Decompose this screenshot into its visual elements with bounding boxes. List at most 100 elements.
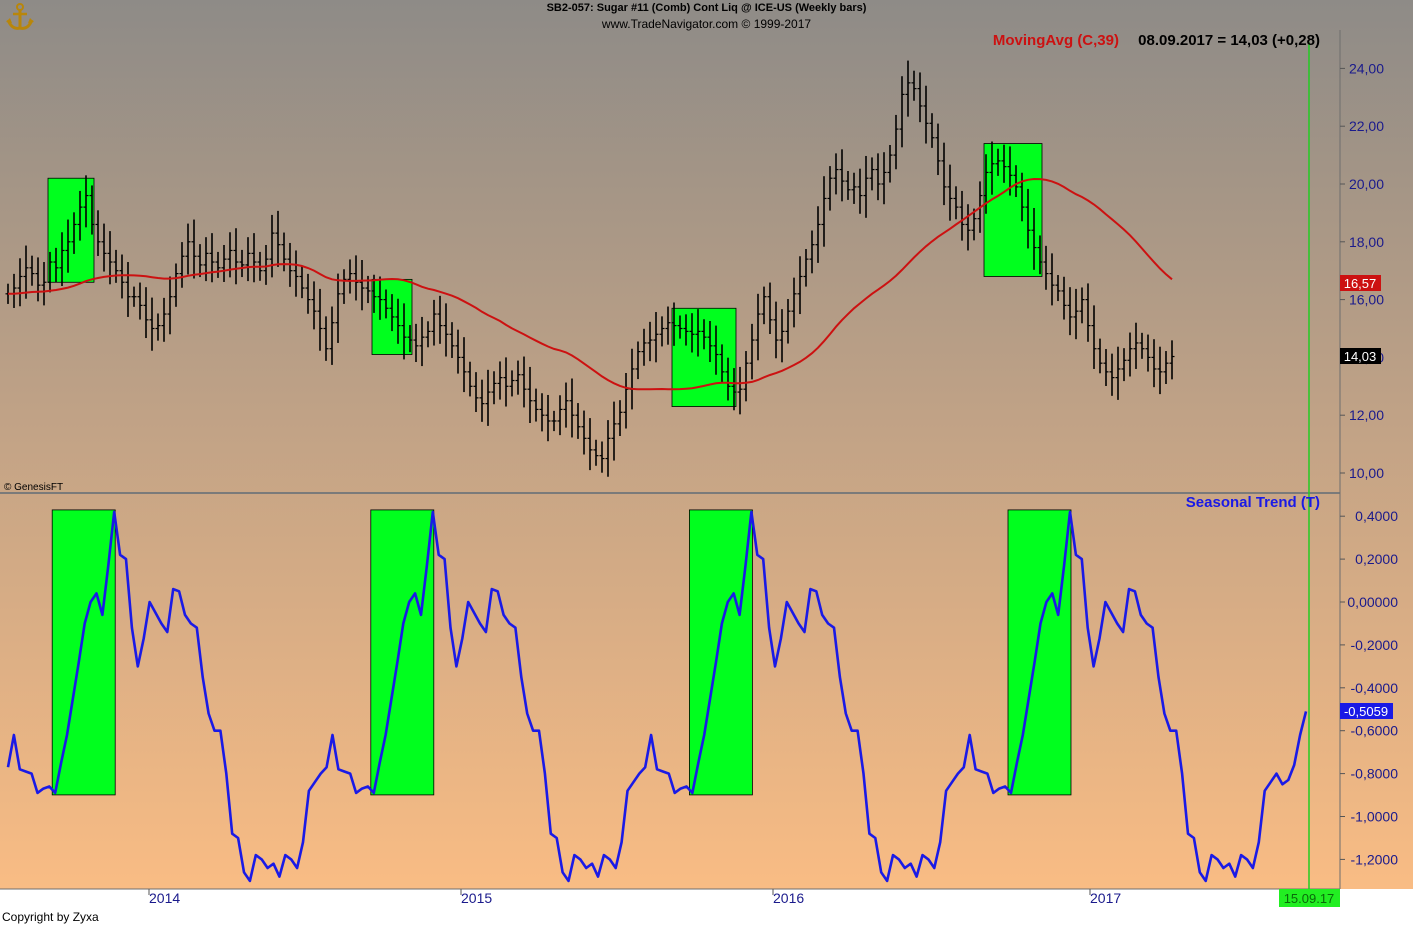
price-bar	[905, 60, 911, 117]
price-bar	[125, 262, 131, 317]
price-bar	[83, 175, 89, 228]
price-bar	[683, 314, 689, 346]
price-bar	[779, 309, 785, 363]
seasonal-y-tick-label: -0,6000	[1351, 723, 1399, 739]
price-bar	[311, 281, 317, 330]
price-bar	[275, 210, 281, 267]
price-bar	[1121, 348, 1127, 382]
price-bar	[1091, 305, 1097, 369]
price-bar	[437, 295, 443, 344]
price-bar	[449, 322, 455, 358]
price-bar	[41, 262, 47, 306]
price-bar	[785, 299, 791, 344]
price-bar	[383, 289, 389, 319]
price-bar	[1127, 332, 1133, 377]
price-bar	[359, 260, 365, 311]
price-bar	[1133, 322, 1139, 369]
price-bar	[29, 255, 35, 286]
price-bar	[551, 410, 557, 432]
date-marker-badge	[1279, 889, 1340, 907]
price-bar	[635, 341, 641, 380]
seasonal-y-tick-label: -0,2000	[1351, 637, 1399, 653]
price-bar	[695, 309, 701, 357]
ma-last-value: 16,57	[1344, 276, 1377, 291]
price-bar	[863, 155, 869, 218]
price-bar	[113, 249, 119, 283]
price-bar	[653, 312, 659, 363]
price-bar	[917, 72, 923, 123]
moving-average-line	[7, 177, 1173, 391]
price-bar	[335, 273, 341, 343]
price-bar	[1085, 283, 1091, 342]
price-y-tick-label: 16,00	[1349, 292, 1384, 308]
price-bar	[869, 157, 875, 191]
price-bar	[431, 299, 437, 346]
price-bar	[161, 297, 167, 342]
price-bar	[503, 357, 509, 407]
price-bar	[461, 337, 467, 393]
price-bar	[713, 325, 719, 375]
price-bar	[755, 293, 761, 361]
price-bar	[809, 230, 815, 274]
price-bar	[989, 141, 995, 195]
price-bar	[881, 152, 887, 205]
seasonal-y-tick-label: -1,0000	[1351, 809, 1399, 825]
seasonal-highlight-box	[370, 509, 435, 796]
price-bar	[539, 393, 545, 432]
price-bar	[1103, 349, 1109, 387]
price-bar	[137, 282, 143, 320]
price-bar	[941, 142, 947, 206]
price-highlight-box	[983, 143, 1043, 277]
price-bar	[875, 153, 881, 201]
price-bar	[887, 144, 893, 183]
price-bar	[827, 166, 833, 211]
price-bar	[341, 269, 347, 304]
price-bar	[167, 276, 173, 335]
price-bar	[677, 315, 683, 339]
price-bar	[155, 313, 161, 341]
price-bar	[749, 323, 755, 380]
price-bar	[965, 204, 971, 251]
price-bar	[209, 233, 215, 283]
price-y-tick-label: 12,00	[1349, 407, 1384, 423]
anchor-logo-icon	[6, 3, 34, 30]
price-bar	[419, 316, 425, 367]
price-bar	[521, 356, 527, 408]
price-bar	[263, 244, 269, 285]
price-bar	[347, 259, 353, 294]
price-y-tick-label: 22,00	[1349, 118, 1384, 134]
price-bar	[233, 228, 239, 285]
price-bar	[821, 176, 827, 247]
price-y-tick-label: 24,00	[1349, 60, 1384, 76]
price-bar	[143, 287, 149, 339]
price-bar	[509, 370, 515, 397]
date-marker-label: 15.09.17	[1284, 891, 1335, 906]
price-bar	[959, 190, 965, 241]
axis-labels-group: 10,0012,0014,0016,0018,0020,0022,0024,00…	[148, 60, 1399, 906]
price-bar	[947, 164, 953, 221]
price-bar	[1055, 275, 1061, 302]
price-bar	[689, 313, 695, 353]
price-bar	[455, 329, 461, 374]
genesis-watermark: © GenesisFT	[4, 482, 63, 493]
seasonal-highlight-boxes	[47, 143, 1072, 796]
price-bar	[1001, 144, 1007, 183]
price-bar	[485, 369, 491, 426]
price-bar	[1163, 351, 1169, 384]
price-bar	[1151, 339, 1157, 388]
seasonal-y-tick-label: -0,8000	[1351, 766, 1399, 782]
price-bar	[1109, 353, 1115, 396]
price-bar	[1157, 346, 1163, 395]
price-bar	[317, 288, 323, 351]
price-bar	[353, 255, 359, 301]
price-bars-group	[5, 60, 1175, 477]
price-bar	[953, 186, 959, 220]
seasonal-y-tick-label: -1,2000	[1351, 851, 1399, 867]
price-bar	[587, 418, 593, 471]
price-last-badge	[1340, 348, 1381, 364]
price-bar	[557, 395, 563, 436]
price-bar	[23, 245, 29, 299]
price-bar	[131, 286, 137, 307]
price-bar	[773, 301, 779, 359]
price-bar	[659, 316, 665, 347]
